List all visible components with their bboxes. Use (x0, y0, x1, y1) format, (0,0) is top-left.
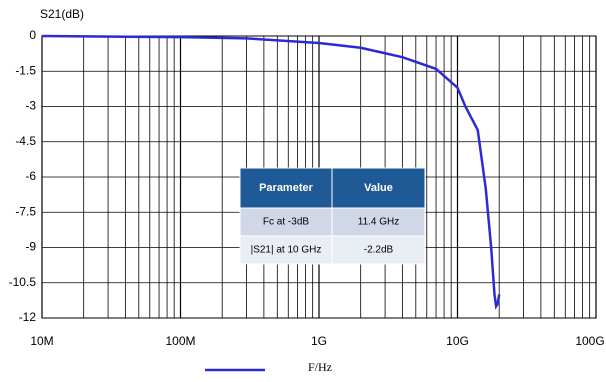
y-tick-label: -6 (25, 169, 36, 183)
y-tick-label: -7.5 (15, 204, 36, 218)
x-axis-label: F/Hz (308, 360, 332, 374)
y-tick-label: -12 (19, 310, 37, 324)
table-header-text: Value (364, 182, 393, 194)
table-cell (331, 235, 426, 265)
table-cell (239, 207, 333, 237)
table-cell-text: |S21| at 10 GHz (251, 245, 322, 256)
table-header-cell (239, 167, 333, 209)
table-header-text: Parameter (259, 182, 314, 194)
table-cell-text: 11.4 GHz (358, 217, 400, 228)
y-tick-label: -9 (25, 240, 36, 254)
x-tick-label: 10M (30, 334, 53, 348)
x-tick-label: 100M (165, 334, 195, 348)
x-tick-label: 1G (311, 334, 327, 348)
x-tick-label: 100G (575, 334, 604, 348)
plot-frame (41, 35, 597, 319)
y-tick-label: -1.5 (15, 63, 36, 77)
table-cell (331, 207, 426, 237)
y-tick-label: -10.5 (9, 275, 37, 289)
table: Parameter Value Fc at -3dB 11.4 GHz |S21| at… (239, 167, 426, 265)
x-tick-label: 10G (446, 334, 469, 348)
table-cell-text: Fc at -3dB (263, 217, 309, 228)
table-cell-text: -2.2dB (364, 245, 394, 256)
y-tick-label: -4.5 (15, 134, 36, 148)
y-tick-label: -3 (25, 99, 36, 113)
table-header-cell (331, 167, 426, 209)
line (41, 34, 501, 310)
y-axis-label: S21(dB) (40, 7, 84, 21)
y-tick-label: 0 (29, 28, 36, 42)
